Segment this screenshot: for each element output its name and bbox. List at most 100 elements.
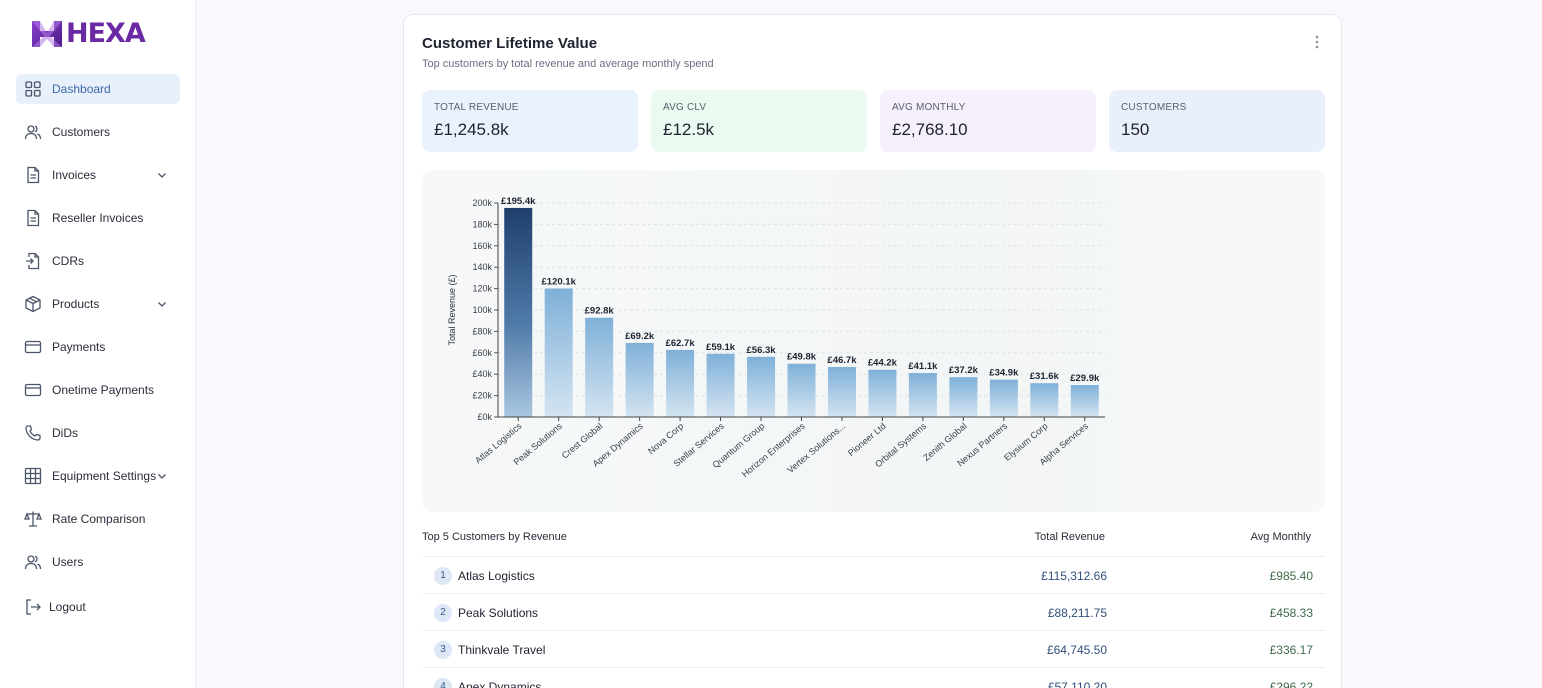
rank-badge: 1 (434, 567, 452, 585)
card-subtitle: Top customers by total revenue and avera… (422, 58, 714, 70)
table-row[interactable]: 4 Apex Dynamics £57,110.20 £296.22 (422, 667, 1325, 688)
sidebar-item-logout[interactable]: Logout (16, 592, 180, 622)
table-row[interactable]: 3 Thinkvale Travel £64,745.50 £336.17 (422, 630, 1325, 667)
clv-card: Customer Lifetime Value Top customers by… (403, 14, 1342, 688)
customer-revenue: £115,312.66 (1041, 569, 1107, 583)
bar[interactable] (868, 369, 897, 417)
bar[interactable] (1070, 385, 1099, 417)
file-import-icon (26, 252, 40, 270)
sidebar-item-label: Payments (52, 340, 106, 354)
sidebar-item-label: Dashboard (52, 82, 111, 96)
bar[interactable] (625, 342, 654, 417)
stat-label: AVG MONTHLY (892, 102, 966, 113)
bar-value-label: £34.9k (989, 368, 1019, 379)
sidebar-item-onetime-payments[interactable]: Onetime Payments (16, 375, 180, 405)
sidebar-item-rate-comparison[interactable]: Rate Comparison (16, 504, 180, 534)
sidebar-item-customers[interactable]: Customers (16, 117, 180, 147)
bar-value-label: £44.2k (868, 358, 898, 369)
bar[interactable] (544, 288, 573, 417)
sidebar-item-dids[interactable]: DiDs (16, 418, 180, 448)
bar[interactable] (585, 317, 614, 417)
users-icon (24, 125, 42, 140)
stat-customers: CUSTOMERS 150 (1109, 90, 1325, 152)
bar-value-label: £92.8k (585, 306, 615, 317)
grid-icon (25, 81, 41, 97)
x-tick-label: Pioneer Ltd (846, 421, 888, 458)
logo-text: HEXA (66, 18, 146, 49)
customer-monthly: £458.33 (1269, 606, 1313, 620)
bar[interactable] (504, 207, 533, 417)
bar-value-label: £120.1k (542, 276, 577, 287)
y-tick-label: £20k (472, 391, 492, 401)
customer-name: Thinkvale Travel (458, 643, 546, 657)
bar-value-label: £59.1k (706, 342, 736, 353)
sidebar-item-invoices[interactable]: Invoices (16, 160, 180, 190)
customer-revenue: £88,211.75 (1047, 606, 1107, 620)
y-tick-label: 100k (472, 305, 492, 315)
chevron-down-icon[interactable] (156, 470, 168, 482)
rank-badge: 4 (434, 678, 452, 688)
box-icon (25, 295, 41, 313)
sidebar-item-products[interactable]: Products (16, 289, 180, 319)
bar[interactable] (666, 349, 695, 417)
stat-total-revenue: TOTAL REVENUE £1,245.8k (422, 90, 638, 152)
sidebar-item-payments[interactable]: Payments (16, 332, 180, 362)
column-header-avg-monthly[interactable]: Avg Monthly (1250, 531, 1311, 543)
rank-badge: 3 (434, 641, 452, 659)
sidebar-item-label: Invoices (52, 168, 97, 182)
document-icon (27, 209, 40, 227)
revenue-bar-chart: £195.4k £120.1k £92.8k £69.2k £62.7k £59.1k £5… (447, 196, 1105, 479)
stat-label: CUSTOMERS (1121, 102, 1187, 113)
rank-badge: 2 (434, 604, 452, 622)
sidebar-item-equipment-settings[interactable]: Equipment Settings (16, 461, 180, 491)
customer-revenue: £64,745.50 (1046, 643, 1107, 657)
logo[interactable]: HEXA (30, 18, 146, 49)
customer-name: Apex Dynamics (458, 680, 542, 688)
card-title: Customer Lifetime Value (422, 35, 598, 52)
sidebar-item-label: Products (52, 297, 100, 311)
sidebar-item-label: Onetime Payments (52, 383, 155, 397)
stat-avg-monthly: AVG MONTHLY £2,768.10 (880, 90, 1096, 152)
sidebar-item-dashboard[interactable]: Dashboard (16, 74, 180, 104)
bar-value-label: £37.2k (949, 365, 979, 376)
bar[interactable] (747, 356, 776, 417)
stat-label: TOTAL REVENUE (434, 102, 519, 113)
sidebar-item-label: Reseller Invoices (52, 211, 144, 225)
customer-revenue: £57,110.20 (1047, 680, 1107, 688)
customer-monthly: £985.40 (1269, 569, 1313, 583)
y-tick-label: 140k (472, 262, 492, 272)
scale-icon (24, 511, 42, 527)
hexa-logo-icon (32, 20, 62, 47)
chevron-down-icon[interactable] (156, 298, 168, 310)
bar-value-label: £31.6k (1030, 371, 1060, 382)
bar[interactable] (908, 373, 937, 417)
logout-icon (26, 599, 41, 615)
sidebar-item-label: DiDs (52, 426, 78, 440)
sidebar-item-cdrs[interactable]: CDRs (16, 246, 180, 276)
sidebar-item-reseller-invoices[interactable]: Reseller Invoices (16, 203, 180, 233)
sidebar-item-label: Logout (49, 600, 86, 614)
document-icon (27, 166, 40, 184)
stat-value: £2,768.10 (892, 120, 968, 139)
bar[interactable] (787, 363, 816, 417)
y-axis-label: Total Revenue (£) (447, 274, 457, 345)
column-header-total-revenue[interactable]: Total Revenue (1034, 531, 1105, 543)
table-row[interactable]: 1 Atlas Logistics £115,312.66 £985.40 (422, 556, 1325, 593)
bar[interactable] (989, 379, 1018, 417)
revenue-chart-panel: £195.4k £120.1k £92.8k £69.2k £62.7k £59.1k £5… (422, 170, 1325, 512)
more-options-icon[interactable] (1315, 35, 1319, 49)
chevron-down-icon[interactable] (156, 169, 168, 181)
bar[interactable] (1030, 383, 1059, 417)
sidebar-item-label: CDRs (52, 254, 84, 268)
customer-monthly: £336.17 (1269, 643, 1313, 657)
bar-value-label: £62.7k (666, 338, 696, 349)
y-tick-label: 120k (472, 284, 492, 294)
bar[interactable] (827, 367, 856, 417)
stat-value: £12.5k (663, 120, 715, 139)
table-row[interactable]: 2 Peak Solutions £88,211.75 £458.33 (422, 593, 1325, 630)
bar-value-label: £69.2k (625, 331, 655, 342)
bar[interactable] (949, 377, 978, 417)
bar[interactable] (706, 353, 735, 417)
y-tick-label: £60k (472, 348, 492, 358)
sidebar-item-users[interactable]: Users (16, 547, 180, 577)
